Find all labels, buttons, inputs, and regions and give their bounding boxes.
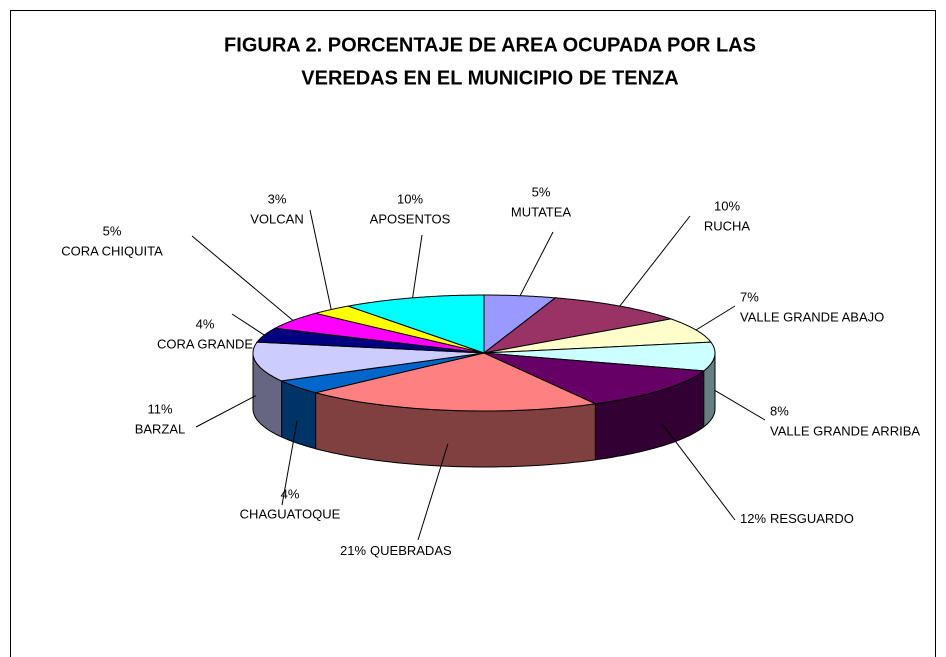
leader-line: [191, 235, 294, 321]
category-label: CHAGUATOQUE: [240, 506, 341, 521]
data-label: 5%: [532, 184, 551, 199]
leader-line: [714, 389, 766, 421]
data-label: 21%: [340, 543, 366, 558]
data-label: 12%: [740, 511, 766, 526]
category-label: MUTATEA: [511, 204, 572, 219]
pie-slice: [315, 352, 598, 412]
data-label: 4%: [196, 316, 215, 331]
pie-slice: [483, 352, 706, 405]
leader-line: [661, 423, 736, 521]
data-label: 5%: [103, 223, 122, 238]
pie-slice: [252, 341, 485, 382]
category-label: APOSENTOS: [370, 211, 451, 226]
data-label: 8%: [770, 403, 789, 418]
data-label: 7%: [740, 289, 759, 304]
data-label: 10%: [397, 191, 423, 206]
leader-line: [412, 234, 423, 298]
chart-title: VEREDAS EN EL MUNICIPIO DE TENZA: [301, 67, 678, 89]
category-label: VOLCAN: [250, 211, 303, 226]
category-label: RUCHA: [704, 218, 751, 233]
data-label: 10%: [714, 198, 740, 213]
leader-line: [417, 443, 449, 541]
category-label: CORA GRANDE: [157, 336, 253, 351]
category-label: BARZAL: [135, 421, 186, 436]
category-label: VALLE GRANDE ARRIBA: [770, 423, 920, 438]
frame: [10, 10, 936, 657]
data-label: 11%: [147, 401, 172, 416]
leader-line: [309, 209, 332, 310]
pie-slice: [483, 341, 716, 372]
leader-line: [281, 420, 298, 506]
category-label: CORA CHIQUITA: [61, 243, 163, 258]
leader-line: [619, 215, 691, 307]
category-label: VALLE GRANDE ABAJO: [740, 309, 884, 324]
category-label: RESGUARDO: [770, 511, 854, 526]
data-label: 12% RESGUARDO: [740, 511, 854, 526]
data-label: 21% QUEBRADAS: [340, 543, 452, 558]
data-label: 4%: [281, 486, 300, 501]
pie-slice: [280, 352, 485, 394]
category-label: QUEBRADAS: [370, 543, 452, 558]
leader-line: [231, 313, 265, 336]
leader-line: [695, 305, 736, 331]
leader-line: [519, 231, 554, 296]
data-label: 3%: [268, 191, 287, 206]
chart-title: FIGURA 2. PORCENTAJE DE AREA OCUPADA POR…: [224, 34, 756, 56]
leader-line: [195, 395, 257, 428]
